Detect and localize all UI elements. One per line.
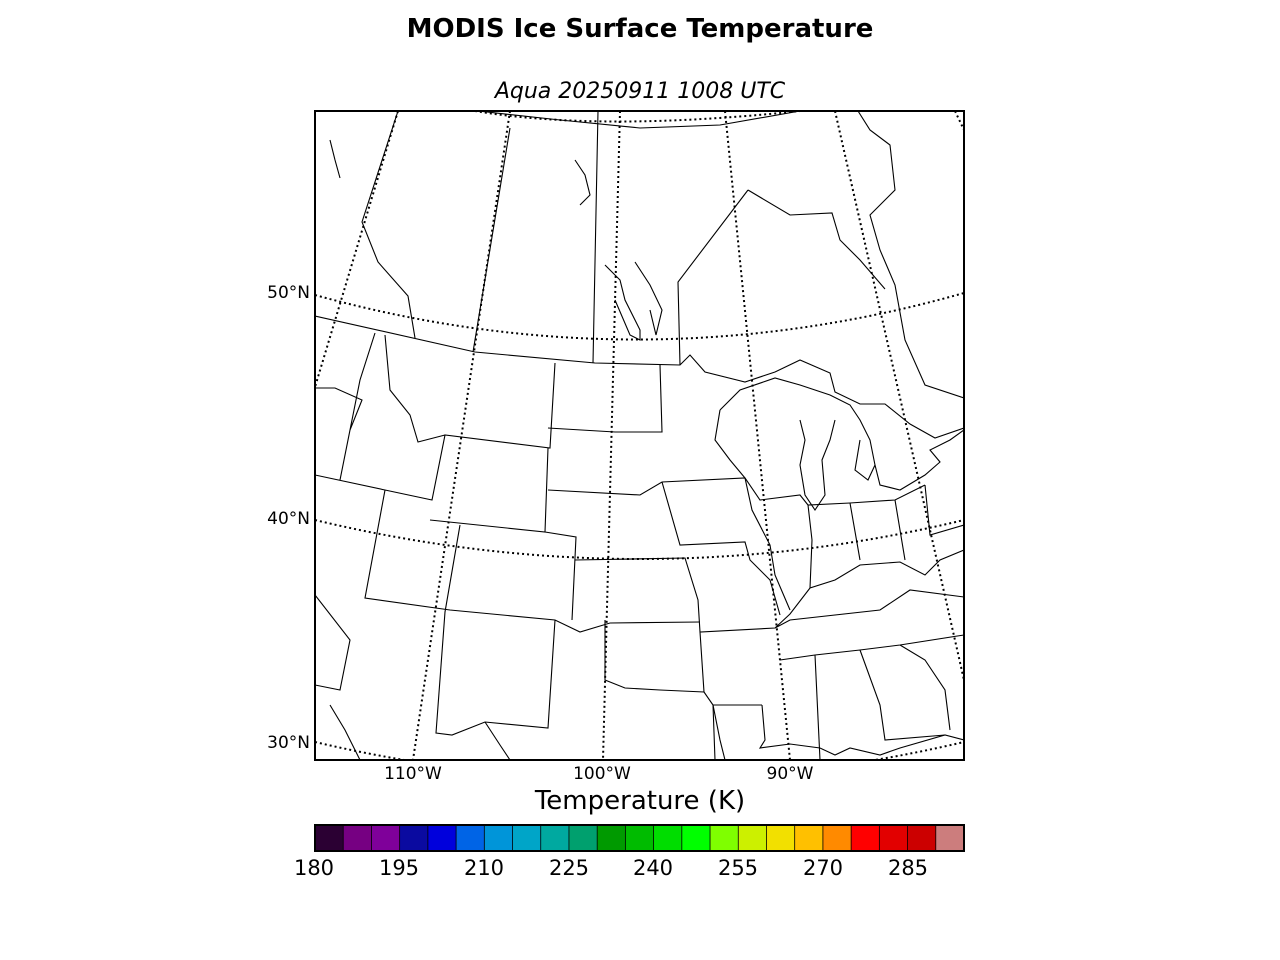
colorbar-segment [737,824,768,852]
colorbar-segment [342,824,373,852]
colorbar-segment [568,824,599,852]
us-canada-border [315,315,964,439]
colorbar-segment [596,824,627,852]
gulf-coast [329,704,964,760]
colorbar-segment [822,824,853,852]
lat-label-40n: 40°N [267,509,310,529]
colorbar-segment [371,824,401,852]
colorbar-segment [850,824,881,852]
lakes-canada [329,139,663,341]
colorbar-segment [653,824,683,852]
lon-label-100w: 100°W [573,764,631,784]
colorbar-segment [483,824,514,852]
great-lakes-coast [714,377,964,511]
colorbar-segment [427,824,457,852]
map-land-features [315,111,964,760]
colorbar-segment [709,824,740,852]
map-title: MODIS Ice Surface Temperature [406,14,874,44]
colorbar-segment [878,824,909,852]
colorbar-segment [624,824,655,852]
us-eastern-states [744,477,964,731]
colorbar-tick-label: 180 [293,856,335,880]
colorbar-tick-label: 225 [548,856,590,880]
colorbar-tick-label: 195 [378,856,420,880]
colorbar-tick-label: 255 [717,856,759,880]
colorbar-segment [314,824,345,852]
colorbar-tick-label: 210 [463,856,505,880]
lat-label-30n: 30°N [267,733,310,753]
colorbar-segment [455,824,486,852]
colorbar-segment [399,824,429,852]
colorbar-tick-label: 285 [887,856,929,880]
colorbar-frame [314,824,965,852]
canada-provinces [361,111,749,366]
graticule [315,111,964,760]
canada-coast [477,111,964,399]
colorbar-segment [766,824,796,852]
us-western-states [315,332,701,736]
us-central-states [547,364,964,760]
colorbar-segment [907,824,937,852]
map-subtitle: Aqua 20250911 1008 UTC [494,79,786,104]
lon-label-110w: 110°W [384,764,442,784]
lat-label-50n: 50°N [267,283,310,303]
colorbar-segment [681,824,711,852]
colorbar-segment [935,824,965,852]
map-frame [314,110,965,761]
colorbar-tick-label: 240 [632,856,674,880]
colorbar-title: Temperature (K) [534,786,746,816]
colorbar-tick-label: 270 [802,856,844,880]
colorbar-segment [794,824,824,852]
lon-label-90w: 90°W [766,764,814,784]
colorbar [314,824,965,852]
colorbar-segment [512,824,542,852]
colorbar-segment [540,824,570,852]
